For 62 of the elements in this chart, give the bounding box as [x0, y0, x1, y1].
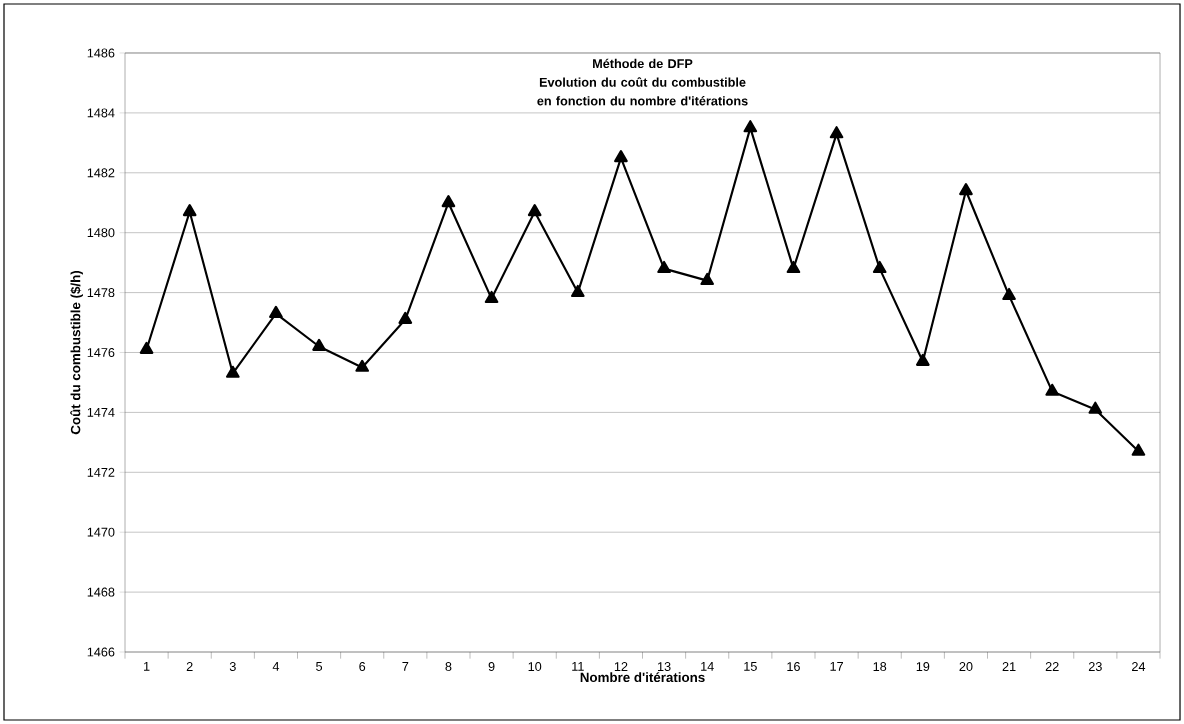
y-tick-label: 1482 [87, 168, 115, 178]
y-tick-label: 1480 [87, 228, 115, 238]
x-tick-label: 14 [701, 662, 714, 671]
x-tick-label: 1 [144, 662, 150, 671]
y-tick-label: 1468 [87, 587, 115, 597]
y-tick-label: 1486 [87, 48, 115, 58]
point [657, 260, 671, 274]
y-tick-label: 1474 [87, 408, 115, 417]
y-tick-label: 1470 [87, 527, 115, 537]
x-tick-label: 4 [272, 662, 280, 671]
x-tick-label: 12 [614, 662, 628, 671]
x-tick-label: 22 [1045, 662, 1059, 671]
x-axis-title: Nombre d'itérations [580, 672, 705, 683]
point [786, 260, 801, 274]
point [1088, 401, 1103, 414]
point [355, 359, 370, 372]
point [1131, 443, 1146, 456]
x-tick-label: 3 [229, 662, 236, 672]
x-tick-label: 24 [1132, 662, 1146, 671]
text: Méthode de DFP Evolution du coût du combustible en fonction du nombre d'itérations [537, 58, 748, 106]
y-tick-label: 1484 [87, 108, 115, 118]
x-tick-label: 19 [916, 662, 930, 672]
x-tick-label: 7 [402, 662, 409, 671]
x-tick-label: 16 [787, 662, 800, 672]
point [829, 126, 844, 139]
x-tick-label: 20 [959, 662, 973, 672]
point [269, 305, 283, 318]
y-tick-label: 1472 [87, 467, 115, 477]
y-axis-title: Coût du combustible ($/h) [70, 270, 83, 435]
x-tick-label: 9 [488, 662, 495, 672]
x-tick-label: 6 [359, 662, 366, 672]
x-tick-label: 5 [316, 662, 323, 671]
point [182, 203, 197, 217]
point [872, 260, 887, 274]
y-tick-label: 1466 [87, 647, 115, 657]
point [441, 195, 456, 208]
x-tick-label: 15 [744, 662, 757, 671]
point [139, 341, 154, 354]
point [1045, 383, 1060, 396]
x-tick-label: 11 [572, 662, 584, 671]
point [1002, 287, 1016, 300]
point [915, 353, 930, 366]
point [959, 183, 973, 196]
x-tick-label: 8 [445, 662, 452, 672]
x-tick-label: 13 [657, 662, 671, 672]
point [398, 311, 413, 324]
x-tick-label: 10 [528, 662, 542, 672]
point [527, 203, 542, 217]
point [743, 120, 758, 133]
point [700, 272, 715, 286]
x-tick-label: 2 [186, 662, 193, 671]
point [614, 150, 628, 163]
point [225, 365, 240, 378]
x-tick-label: 21 [1002, 662, 1016, 671]
point [484, 290, 499, 303]
y-tick-label: 1478 [87, 288, 115, 298]
point [570, 284, 585, 297]
x-tick-label: 23 [1088, 662, 1102, 672]
x-tick-label: 17 [830, 662, 843, 671]
point [312, 338, 326, 351]
y-tick-label: 1476 [87, 348, 115, 357]
x-tick-label: 18 [873, 662, 887, 672]
